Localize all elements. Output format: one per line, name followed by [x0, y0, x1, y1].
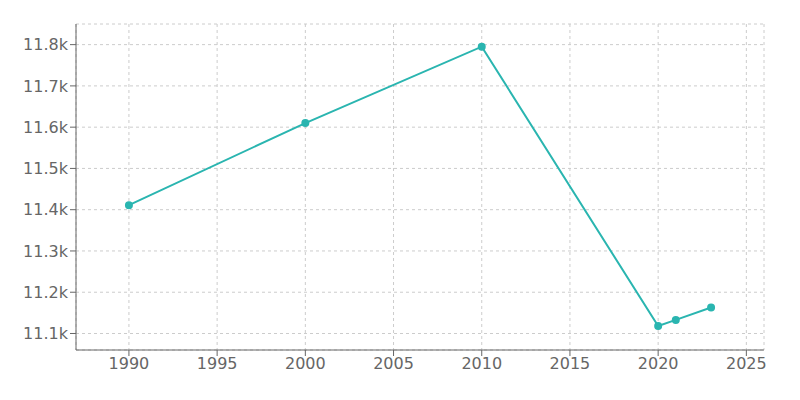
svg-text:11.8k: 11.8k — [23, 35, 69, 54]
svg-text:1990: 1990 — [109, 354, 150, 373]
svg-text:11.5k: 11.5k — [23, 159, 69, 178]
svg-text:11.3k: 11.3k — [23, 242, 69, 261]
svg-text:11.7k: 11.7k — [23, 77, 69, 96]
svg-text:2000: 2000 — [285, 354, 326, 373]
svg-text:2025: 2025 — [726, 354, 767, 373]
svg-text:2020: 2020 — [638, 354, 679, 373]
svg-text:1995: 1995 — [197, 354, 238, 373]
svg-text:11.1k: 11.1k — [23, 324, 69, 343]
svg-text:11.4k: 11.4k — [23, 200, 69, 219]
svg-text:2005: 2005 — [373, 354, 414, 373]
svg-text:2015: 2015 — [550, 354, 591, 373]
svg-text:2010: 2010 — [461, 354, 502, 373]
svg-text:11.2k: 11.2k — [23, 283, 69, 302]
svg-text:11.6k: 11.6k — [23, 118, 69, 137]
